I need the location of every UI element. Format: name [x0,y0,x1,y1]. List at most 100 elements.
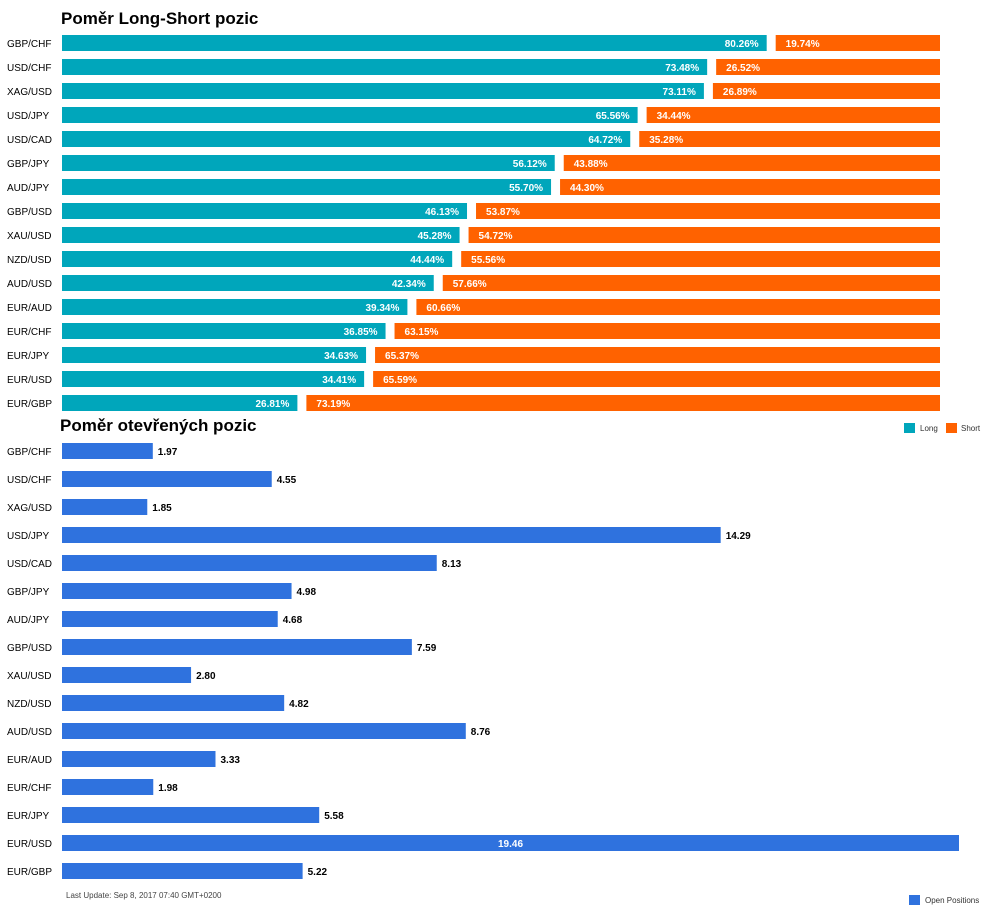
category-label: EUR/CHF [7,783,51,794]
long-value-label: 46.13% [425,207,459,218]
short-bar [416,299,940,315]
category-label: GBP/JPY [7,587,50,598]
long-bar [62,299,408,315]
category-label: EUR/CHF [7,327,51,338]
open-positions-value-label: 3.33 [220,755,240,766]
long-value-label: 42.34% [392,279,426,290]
open-positions-bar [62,555,437,571]
open-positions-value-label: 5.22 [308,867,328,878]
long-bar [62,131,631,147]
short-value-label: 65.37% [385,351,419,362]
long-value-label: 80.26% [725,39,759,50]
category-label: EUR/JPY [7,351,50,362]
open-positions-bar [62,723,466,739]
open-positions-bar [62,667,192,683]
long-bar [62,347,367,363]
open-positions-bar [62,695,285,711]
open-positions-bar [62,583,292,599]
category-label: EUR/AUD [7,303,52,314]
category-label: AUD/JPY [7,183,50,194]
short-bar [306,395,940,411]
category-label: GBP/USD [7,643,52,654]
long-bar [62,35,767,51]
long-value-label: 45.28% [418,231,452,242]
open-positions-bar [62,499,148,515]
long-bar [62,83,704,99]
category-label: EUR/GBP [7,399,52,410]
category-label: AUD/USD [7,727,52,738]
short-value-label: 19.74% [786,39,820,50]
short-bar [712,83,940,99]
short-value-label: 65.59% [383,375,417,386]
long-bar [62,251,453,267]
open-positions-bar [62,639,412,655]
category-label: USD/JPY [7,531,50,542]
short-value-label: 43.88% [574,159,608,170]
open-positions-value-label: 7.59 [417,643,437,654]
category-label: EUR/JPY [7,811,50,822]
category-label: GBP/JPY [7,159,50,170]
short-value-label: 35.28% [649,135,683,146]
open-positions-value-label: 8.13 [442,559,462,570]
short-bar [442,275,940,291]
short-bar [373,371,940,387]
open-positions-bar [62,611,278,627]
category-label: AUD/JPY [7,615,50,626]
open-positions-value-label: 1.85 [152,503,172,514]
last-update-text: Last Update: Sep 8, 2017 07:40 GMT+0200 [66,891,222,900]
open-positions-value-label: 19.46 [498,839,523,850]
category-label: EUR/USD [7,375,52,386]
legend-label-long: Long [920,424,938,433]
long-value-label: 26.81% [255,399,289,410]
long-value-label: 39.34% [365,303,399,314]
category-label: USD/CAD [7,135,52,146]
long-bar [62,275,434,291]
short-bar [716,59,940,75]
short-bar [375,347,940,363]
short-bar [394,323,941,339]
long-bar [62,179,552,195]
long-value-label: 36.85% [344,327,378,338]
short-value-label: 73.19% [316,399,350,410]
long-value-label: 65.56% [596,111,630,122]
legend-label-open-positions: Open Positions [925,896,979,905]
short-value-label: 26.89% [723,87,757,98]
open-positions-value-label: 1.98 [158,783,178,794]
open-positions-bar [62,471,272,487]
short-bar [646,107,940,123]
category-label: USD/CHF [7,63,51,74]
long-value-label: 55.70% [509,183,543,194]
long-bar [62,323,386,339]
category-label: GBP/CHF [7,39,51,50]
long-value-label: 34.41% [322,375,356,386]
category-label: NZD/USD [7,255,51,266]
short-bar [775,35,940,51]
open-positions-value-label: 1.97 [158,447,178,458]
category-label: XAU/USD [7,231,51,242]
long-short-chart-title: Poměr Long-Short pozic [61,9,259,28]
short-value-label: 26.52% [726,63,760,74]
category-label: GBP/CHF [7,447,51,458]
short-bar [461,251,940,267]
open-positions-value-label: 4.98 [297,587,317,598]
short-bar [476,203,940,219]
open-positions-bar [62,751,216,767]
long-value-label: 56.12% [513,159,547,170]
open-positions-value-label: 4.68 [283,615,303,626]
long-bar [62,227,460,243]
category-label: XAG/USD [7,503,52,514]
open-positions-value-label: 2.80 [196,671,216,682]
category-label: AUD/USD [7,279,52,290]
long-bar [62,395,298,411]
legend-label-short: Short [961,424,981,433]
short-value-label: 63.15% [405,327,439,338]
long-bar [62,155,555,171]
open-positions-bar [62,835,959,851]
short-bar [563,155,940,171]
long-value-label: 64.72% [588,135,622,146]
open-positions-value-label: 8.76 [471,727,491,738]
short-value-label: 44.30% [570,183,604,194]
open-positions-value-label: 4.55 [277,475,297,486]
category-label: USD/CAD [7,559,52,570]
